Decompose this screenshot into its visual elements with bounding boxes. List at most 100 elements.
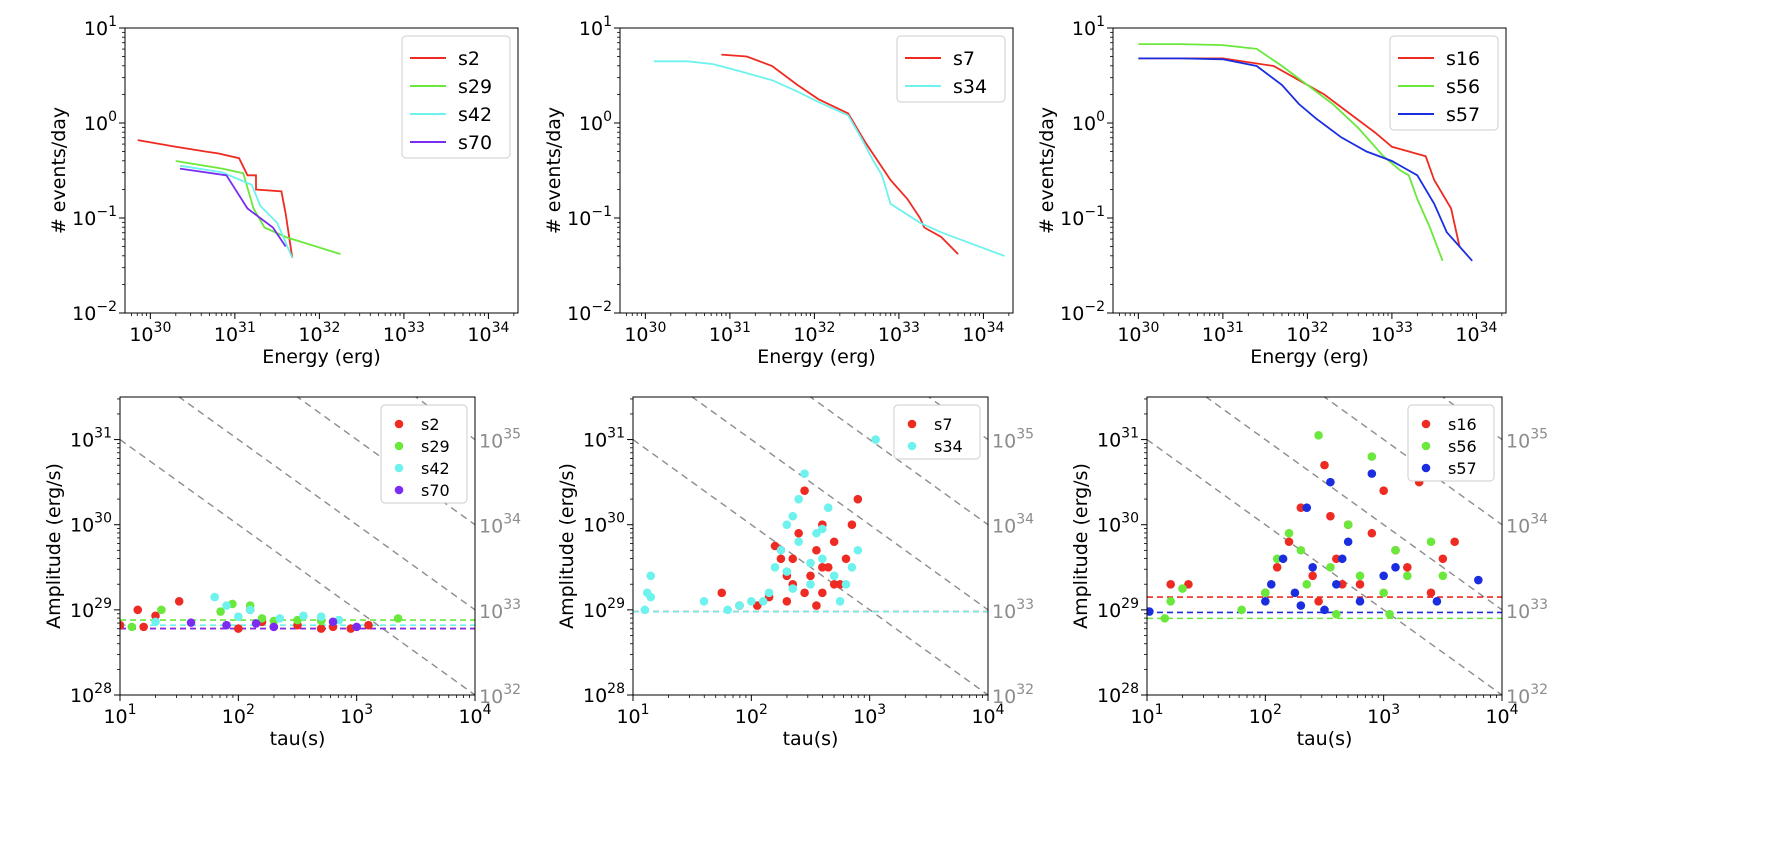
point-s16 bbox=[1320, 460, 1329, 470]
legend-swatch-s34 bbox=[907, 441, 917, 451]
point-s70 bbox=[251, 619, 261, 628]
point-s70 bbox=[269, 622, 279, 632]
legend-label-s56: s56 bbox=[1446, 76, 1480, 98]
x-tick-label: 104 bbox=[458, 702, 491, 728]
panel-3: 1030 1031 1032 1033 1034 101 100 10−1 10−2 Energy… bbox=[1036, 14, 1507, 368]
point-s34 bbox=[823, 503, 833, 512]
point-s16 bbox=[1355, 580, 1365, 589]
point-s7 bbox=[812, 545, 821, 555]
series-line-s57 bbox=[1138, 57, 1473, 262]
energy-label: 1032 bbox=[992, 682, 1034, 708]
legend-swatch-s57 bbox=[1421, 463, 1431, 473]
point-s34 bbox=[788, 584, 798, 593]
point-s42 bbox=[245, 605, 255, 615]
point-s29 bbox=[157, 605, 166, 615]
point-s42 bbox=[316, 612, 326, 621]
point-s57 bbox=[1432, 597, 1442, 606]
plot-area bbox=[653, 53, 1005, 257]
point-s29 bbox=[293, 615, 302, 625]
point-s7 bbox=[806, 571, 815, 581]
x-tick-label: 102 bbox=[1249, 702, 1282, 728]
point-s16 bbox=[1337, 580, 1347, 589]
axes-frame bbox=[1112, 27, 1507, 314]
legend-swatch-s42 bbox=[394, 463, 404, 473]
point-s34 bbox=[782, 567, 792, 576]
x-tick-label: 102 bbox=[735, 702, 768, 728]
x-tick-label: 1030 bbox=[129, 320, 171, 346]
point-s56 bbox=[1166, 597, 1175, 606]
x-axis-label: tau(s) bbox=[1297, 728, 1353, 750]
point-s34 bbox=[723, 605, 732, 615]
legend: s16 s56 s57 bbox=[1389, 35, 1499, 131]
point-s57 bbox=[1302, 503, 1312, 512]
energy-line bbox=[414, 397, 475, 441]
y-tick-label: 1031 bbox=[1097, 426, 1139, 452]
legend-label-s16: s16 bbox=[1446, 48, 1480, 70]
y-tick-label: 1031 bbox=[70, 426, 112, 452]
x-tick-label: 1033 bbox=[878, 320, 920, 346]
y-tick-label: 10−1 bbox=[72, 204, 117, 230]
y-tick-label: 10−2 bbox=[567, 299, 612, 325]
point-s7 bbox=[776, 554, 786, 564]
legend: s2 s29 s42 s70 bbox=[380, 404, 468, 504]
legend-label-s7: s7 bbox=[934, 415, 953, 434]
point-s42 bbox=[275, 614, 285, 623]
point-s57 bbox=[1474, 575, 1483, 585]
y-axis-label: # events/day bbox=[1036, 107, 1058, 234]
point-s7 bbox=[800, 486, 809, 495]
point-s57 bbox=[1266, 580, 1276, 589]
legend-label-s16: s16 bbox=[1448, 415, 1477, 434]
point-s16 bbox=[1296, 503, 1306, 512]
x-tick-label: 1034 bbox=[1455, 320, 1497, 346]
energy-label: 1035 bbox=[992, 427, 1034, 453]
legend-label-s34: s34 bbox=[934, 437, 963, 456]
energy-label: 1034 bbox=[479, 512, 521, 538]
energy-line bbox=[177, 397, 475, 611]
point-s57 bbox=[1147, 607, 1154, 616]
series-line-s29 bbox=[175, 160, 341, 255]
point-s16 bbox=[1184, 580, 1193, 589]
y-tick-label: 1029 bbox=[583, 596, 625, 622]
x-tick-label: 1031 bbox=[709, 320, 751, 346]
legend-label-s2: s2 bbox=[458, 48, 480, 70]
y-tick-label: 100 bbox=[579, 109, 612, 135]
point-s2 bbox=[139, 622, 148, 632]
point-s34 bbox=[841, 580, 851, 589]
point-s56 bbox=[1343, 520, 1353, 530]
y-tick-label: 101 bbox=[84, 14, 117, 40]
x-tick-label: 1032 bbox=[793, 320, 835, 346]
energy-line bbox=[1323, 397, 1502, 526]
energy-line bbox=[927, 397, 988, 441]
point-s56 bbox=[1355, 571, 1365, 581]
point-s34 bbox=[699, 597, 709, 606]
x-axis-label: Energy (erg) bbox=[757, 346, 876, 368]
point-s2 bbox=[234, 624, 243, 633]
axes-frame bbox=[119, 396, 476, 696]
legend: s2 s29 s42 s70 bbox=[401, 35, 511, 159]
point-s29 bbox=[216, 607, 225, 616]
energy-label: 1033 bbox=[1506, 597, 1548, 623]
energy-label: 1033 bbox=[992, 597, 1034, 623]
x-tick-label: 103 bbox=[1367, 702, 1400, 728]
y-axis-label: Amplitude (erg/s) bbox=[556, 463, 578, 629]
point-s34 bbox=[818, 524, 827, 534]
point-s56 bbox=[1160, 614, 1170, 623]
energy-label: 1033 bbox=[479, 597, 521, 623]
energy-label: 1034 bbox=[992, 512, 1034, 538]
point-s57 bbox=[1337, 554, 1347, 564]
axes-frame bbox=[1146, 396, 1503, 696]
point-s34 bbox=[794, 494, 803, 504]
point-s57 bbox=[1343, 537, 1353, 547]
y-tick-label: 101 bbox=[1072, 14, 1105, 40]
point-s16 bbox=[1426, 588, 1436, 598]
point-s56 bbox=[1284, 528, 1294, 538]
y-tick-label: 10−2 bbox=[72, 299, 117, 325]
point-s29 bbox=[257, 614, 267, 623]
point-s29 bbox=[127, 622, 137, 632]
y-tick-label: 1030 bbox=[583, 511, 625, 537]
point-s34 bbox=[806, 558, 815, 568]
point-s2 bbox=[120, 620, 125, 630]
point-s57 bbox=[1308, 562, 1317, 572]
point-s70 bbox=[186, 618, 196, 627]
